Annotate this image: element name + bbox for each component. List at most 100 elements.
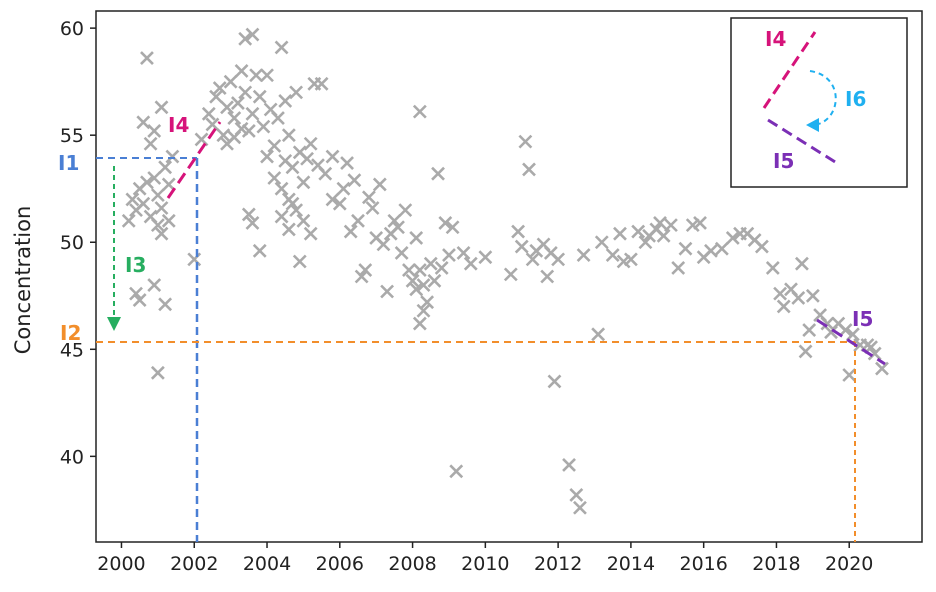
data-point xyxy=(147,123,162,138)
x-tick-label: 2020 xyxy=(825,553,873,575)
data-point xyxy=(791,290,806,305)
data-point xyxy=(867,346,882,361)
data-point xyxy=(238,85,253,100)
data-point xyxy=(125,192,140,207)
data-point xyxy=(285,196,300,211)
data-point xyxy=(431,166,445,181)
data-point xyxy=(613,226,627,241)
x-tick-label: 2010 xyxy=(461,553,509,575)
data-point xyxy=(136,115,151,130)
i3-arrowhead xyxy=(107,317,121,331)
data-point xyxy=(289,85,304,100)
data-point xyxy=(314,76,329,91)
x-tick-label: 2018 xyxy=(752,553,800,575)
data-point xyxy=(576,248,591,263)
data-point xyxy=(358,263,373,277)
data-point xyxy=(412,263,427,277)
data-point xyxy=(875,361,889,376)
data-point xyxy=(238,31,253,46)
i1-label: I1 xyxy=(58,151,79,175)
data-point xyxy=(296,175,311,190)
data-point xyxy=(409,282,424,297)
data-point xyxy=(518,134,533,149)
data-point xyxy=(434,261,449,275)
data-point xyxy=(511,224,526,239)
data-point xyxy=(252,243,267,258)
data-point xyxy=(391,220,405,235)
annotation-i5: I5 xyxy=(816,307,886,366)
legend-i4-label: I4 xyxy=(765,27,786,51)
data-point xyxy=(354,269,369,284)
x-tick-label: 2000 xyxy=(97,553,145,575)
data-point xyxy=(278,94,293,108)
data-point xyxy=(336,181,351,196)
data-point xyxy=(245,106,260,121)
data-point xyxy=(230,96,245,110)
data-point xyxy=(223,74,238,89)
axis-ticks: 2000 2002 2004 2006 2008 2010 2012 2014 2016 2018… xyxy=(60,18,874,575)
data-point xyxy=(343,224,358,239)
data-point xyxy=(281,128,296,143)
data-point xyxy=(147,278,162,292)
data-point xyxy=(205,117,220,132)
data-point xyxy=(325,149,340,164)
data-point xyxy=(260,68,274,83)
data-point xyxy=(256,119,271,134)
data-point xyxy=(241,207,256,222)
data-point xyxy=(252,89,267,104)
data-point xyxy=(140,175,154,190)
y-axis-title: Concentration xyxy=(11,206,35,355)
legend-i6-label: I6 xyxy=(845,87,866,111)
data-point xyxy=(402,263,416,277)
data-point xyxy=(154,201,169,215)
data-point xyxy=(438,216,453,230)
y-tick-label: 50 xyxy=(60,232,84,254)
x-tick-label: 2008 xyxy=(388,553,436,575)
y-tick-label: 55 xyxy=(60,125,84,147)
data-point xyxy=(653,216,667,230)
legend-i6-arc xyxy=(809,70,837,126)
data-point xyxy=(416,278,431,292)
data-point xyxy=(136,196,151,211)
x-tick-label: 2006 xyxy=(316,553,364,575)
data-point xyxy=(220,100,234,115)
data-point xyxy=(158,297,173,312)
data-points xyxy=(121,27,889,515)
data-point xyxy=(332,196,347,211)
data-point xyxy=(514,239,529,254)
x-tick-label: 2016 xyxy=(679,553,727,575)
data-point xyxy=(445,220,460,235)
data-point xyxy=(522,162,536,177)
data-point xyxy=(296,213,311,228)
data-point xyxy=(121,213,136,228)
data-point xyxy=(351,213,365,228)
x-tick-label: 2002 xyxy=(170,553,218,575)
data-point xyxy=(325,192,340,207)
data-point xyxy=(289,203,304,218)
data-point xyxy=(725,231,740,245)
x-tick-label: 2014 xyxy=(607,553,655,575)
data-point xyxy=(132,293,147,307)
data-point xyxy=(150,188,165,203)
data-point xyxy=(820,316,835,331)
x-tick-label: 2004 xyxy=(243,553,291,575)
data-point xyxy=(671,261,686,275)
data-point xyxy=(158,160,173,175)
data-point xyxy=(562,457,576,472)
data-point xyxy=(274,181,289,196)
data-point xyxy=(540,269,555,284)
data-point xyxy=(442,248,456,263)
data-point xyxy=(267,138,282,153)
annotation-i3: I3 xyxy=(107,166,146,331)
legend-i5-line xyxy=(767,118,841,167)
data-point xyxy=(478,250,493,265)
data-point xyxy=(754,239,769,254)
data-point xyxy=(631,224,646,239)
data-point xyxy=(303,226,318,241)
i2-label: I2 xyxy=(60,321,81,345)
data-point xyxy=(423,256,438,271)
data-point xyxy=(212,81,227,95)
y-tick-label: 45 xyxy=(60,339,84,361)
data-point xyxy=(292,254,307,269)
data-point xyxy=(656,228,671,243)
